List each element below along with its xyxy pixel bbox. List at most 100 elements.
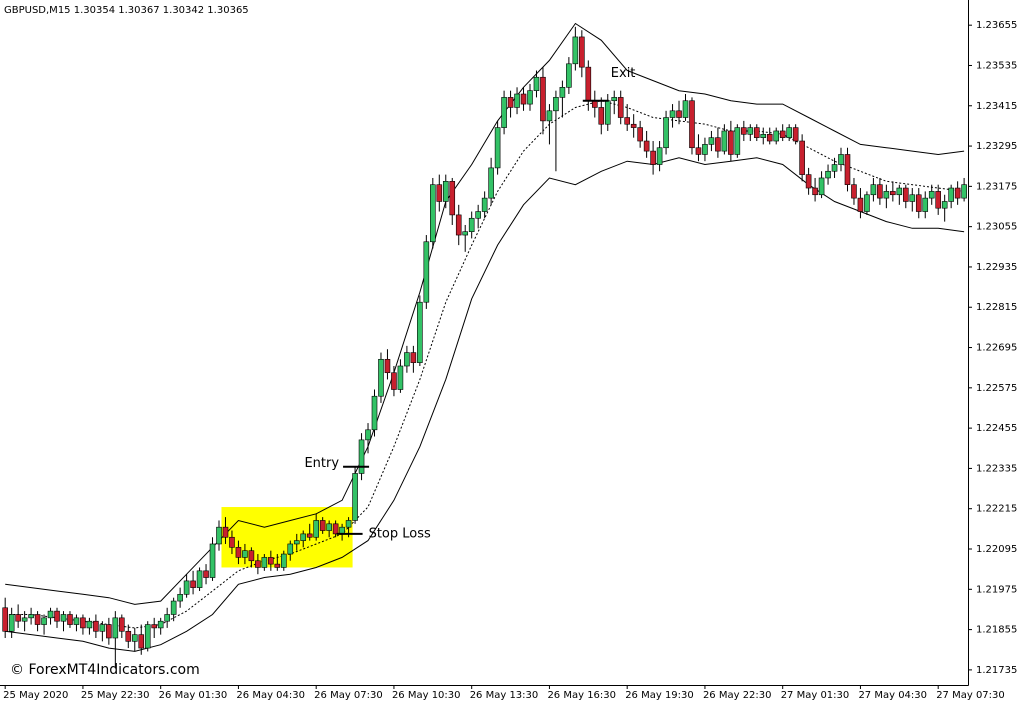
candle-body: [404, 352, 410, 367]
candle-body: [747, 127, 754, 135]
candle-body: [507, 97, 514, 108]
candle-body: [501, 97, 507, 128]
candle-body: [229, 536, 235, 548]
candle-body: [417, 301, 423, 363]
candle-body: [475, 211, 481, 219]
candle-body: [760, 134, 767, 138]
candle-body: [799, 140, 805, 175]
y-tick-label: 1.21975: [976, 584, 1017, 595]
candle-body: [481, 197, 488, 212]
candle-body: [164, 614, 170, 622]
candle-body: [352, 473, 358, 521]
x-tick-label: 27 May 04:30: [858, 690, 927, 701]
candle-body: [371, 395, 378, 431]
candle-body: [909, 194, 916, 202]
candle-body: [261, 557, 268, 568]
candle-body: [546, 110, 553, 122]
candle-body: [280, 553, 287, 568]
envelope-band: [5, 157, 965, 652]
candle-body: [170, 600, 177, 615]
candle-body: [67, 614, 73, 625]
candle-body: [948, 187, 954, 202]
candle-body: [54, 610, 60, 622]
candle-body: [695, 147, 702, 155]
candle-body: [741, 127, 747, 135]
candle-body: [449, 181, 456, 216]
candle-body: [300, 533, 307, 541]
candle-body: [339, 526, 345, 535]
y-tick-label: 1.22335: [976, 463, 1017, 474]
annotation-label: Exit: [611, 66, 636, 81]
candle-body: [326, 523, 332, 531]
candle-body: [442, 181, 449, 202]
candle-body: [572, 36, 579, 65]
y-tick-label: 1.23295: [976, 141, 1017, 152]
candle-body: [106, 624, 112, 639]
candle-body: [559, 87, 566, 98]
candle-body: [928, 191, 935, 199]
candle-body: [255, 560, 261, 568]
candle-body: [922, 197, 929, 212]
candle-body: [941, 201, 948, 209]
candle-body: [566, 63, 572, 88]
y-tick-label: 1.22935: [976, 262, 1017, 273]
x-tick-label: 26 May 10:30: [392, 690, 461, 701]
candle-body: [222, 526, 229, 538]
candle-body: [805, 174, 812, 189]
y-tick-label: 1.22695: [976, 343, 1017, 354]
candle-body: [857, 197, 864, 212]
x-tick-label: 25 May 2020: [3, 690, 68, 701]
candle-body: [520, 93, 527, 105]
y-tick-label: 1.22455: [976, 423, 1017, 434]
y-tick-label: 1.22215: [976, 504, 1017, 515]
candle-body: [825, 170, 831, 179]
x-tick-label: 25 May 22:30: [81, 690, 150, 701]
y-tick-label: 1.22575: [976, 383, 1017, 394]
candle-body: [637, 127, 643, 142]
y-tick-label: 1.22095: [976, 544, 1017, 555]
candle-body: [397, 365, 404, 390]
candle-body: [902, 187, 909, 202]
candle-body: [540, 76, 546, 122]
candle-body: [358, 439, 365, 474]
candle-body: [99, 624, 106, 632]
candle-body: [611, 97, 618, 102]
candle-body: [468, 217, 475, 232]
candle-body: [131, 634, 138, 642]
candle-body: [60, 614, 67, 622]
candle-body: [183, 580, 190, 595]
candle-body: [844, 154, 851, 185]
candle-body: [112, 617, 119, 639]
candle-body: [766, 134, 773, 142]
candle-body: [313, 520, 319, 538]
annotation-label: Entry: [304, 456, 339, 471]
y-tick-label: 1.22815: [976, 302, 1017, 313]
x-tick-label: 26 May 19:30: [625, 690, 694, 701]
candle-body: [177, 594, 183, 602]
candle-body: [728, 130, 734, 155]
candle-body: [915, 194, 922, 212]
candle-body: [190, 580, 196, 588]
candle-body: [812, 187, 818, 196]
candle-body: [436, 184, 443, 202]
candle-body: [553, 97, 559, 112]
candle-body: [877, 184, 883, 199]
candle-body: [669, 110, 676, 118]
candle-body: [203, 570, 209, 578]
y-tick-label: 1.23175: [976, 181, 1017, 192]
candle-body: [430, 184, 436, 243]
candle-body: [591, 100, 598, 108]
candle-body: [715, 137, 721, 152]
candle-body: [676, 110, 682, 118]
watermark: © ForexMT4Indicators.com: [10, 662, 200, 678]
x-tick-label: 27 May 01:30: [781, 690, 850, 701]
candle-body: [345, 520, 352, 528]
candle-body: [34, 614, 41, 625]
candle-body: [151, 624, 158, 629]
highlight-zone: [221, 507, 353, 568]
candle-body: [870, 184, 877, 196]
chart-title: GBPUSD,M15 1.30354 1.30367 1.30342 1.303…: [4, 5, 249, 16]
candle-body: [650, 150, 656, 165]
candle-body: [708, 137, 715, 145]
